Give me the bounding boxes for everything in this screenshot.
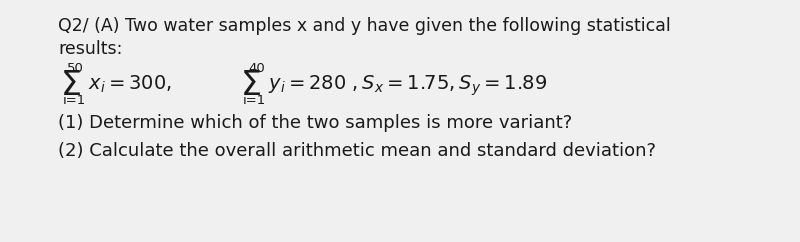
Text: 50: 50 (67, 62, 84, 75)
Text: $\Sigma$: $\Sigma$ (240, 69, 261, 102)
Text: $\Sigma$: $\Sigma$ (60, 69, 81, 102)
Text: (2) Calculate the overall arithmetic mean and standard deviation?: (2) Calculate the overall arithmetic mea… (58, 142, 656, 160)
Text: (1) Determine which of the two samples is more variant?: (1) Determine which of the two samples i… (58, 114, 572, 132)
Text: 40: 40 (248, 62, 265, 75)
Text: i=1: i=1 (243, 94, 266, 107)
Text: Q2/ (A) Two water samples x and y have given the following statistical: Q2/ (A) Two water samples x and y have g… (58, 17, 670, 35)
Text: $x_i = 300,$: $x_i = 300,$ (88, 74, 172, 95)
Text: i=1: i=1 (63, 94, 86, 107)
Text: $y_i = 280\ ,S_x = 1.75, S_y = 1.89$: $y_i = 280\ ,S_x = 1.75, S_y = 1.89$ (268, 74, 547, 98)
Text: results:: results: (58, 40, 122, 58)
